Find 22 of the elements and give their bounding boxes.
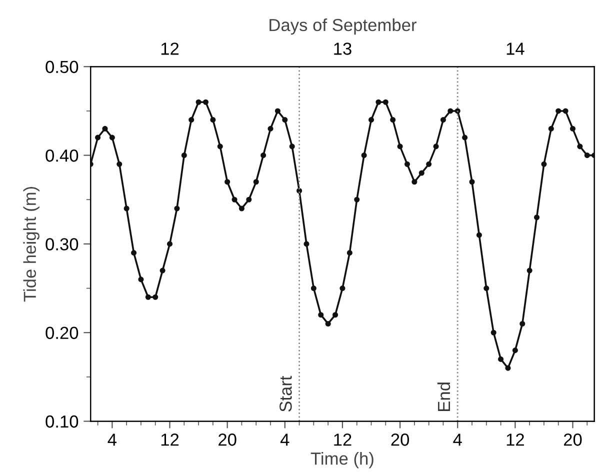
y-axis-title: Tide height (m) <box>23 186 40 302</box>
y-tick-label: 0.10 <box>46 415 78 428</box>
ref-line-label: Start <box>280 376 292 412</box>
x-tick-label: 12 <box>506 434 524 446</box>
x-tick-label: 20 <box>218 434 236 446</box>
y-tick-label: 0.50 <box>46 60 78 74</box>
y-tick-label: 0.40 <box>46 149 78 162</box>
x2-tick-label: 14 <box>506 42 524 55</box>
x-tick-label: 20 <box>391 434 410 446</box>
x2-axis-title: Days of September <box>270 18 416 35</box>
x2-tick-label: 13 <box>334 42 352 55</box>
y-tick-label: 0.30 <box>46 238 78 250</box>
x-axis-title: Time (h) <box>310 452 374 468</box>
y-tick-label: 0.20 <box>46 326 78 340</box>
x-tick-label: 12 <box>161 434 179 446</box>
x-tick-label: 20 <box>564 434 582 446</box>
x-tick-label: 12 <box>334 434 352 446</box>
x-tick-label: 4 <box>453 434 462 446</box>
x-tick-label: 4 <box>280 434 290 446</box>
x-tick-label: 4 <box>108 434 117 446</box>
x2-tick-label: 12 <box>161 42 179 55</box>
ref-line-label: End <box>437 382 450 411</box>
